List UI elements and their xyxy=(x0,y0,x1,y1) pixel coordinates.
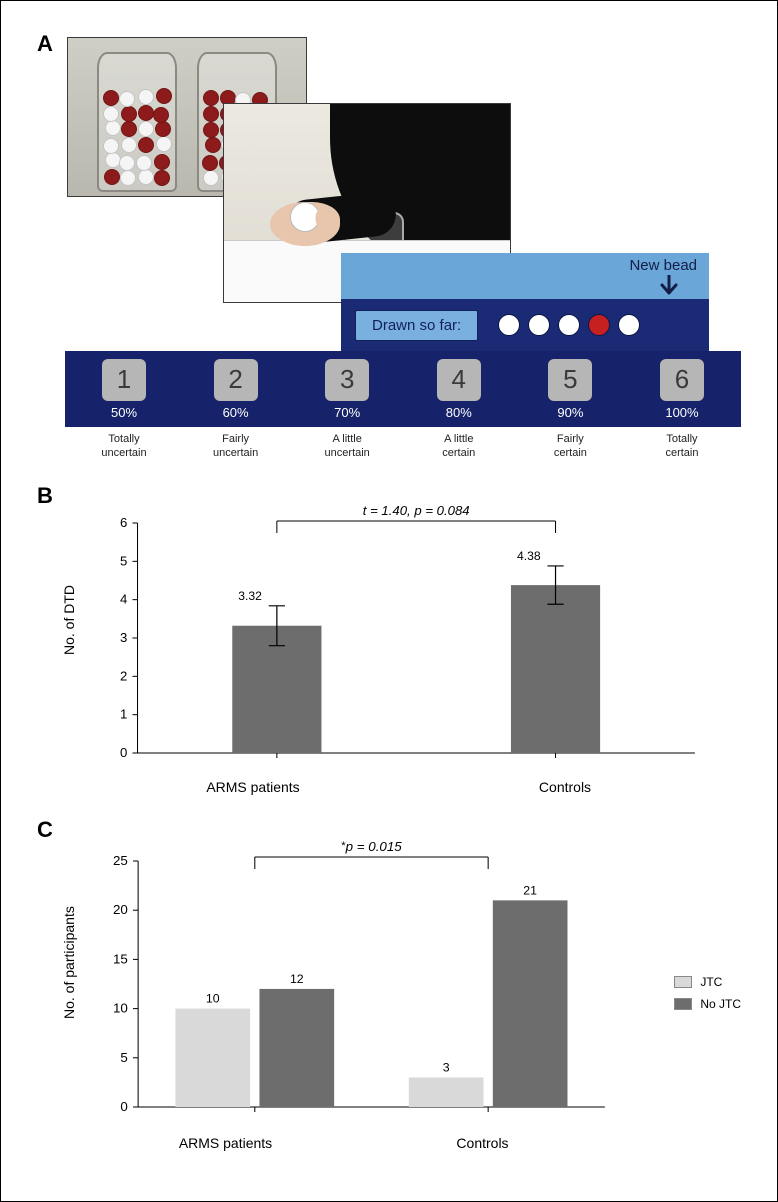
svg-text:21: 21 xyxy=(523,884,537,898)
xcat-b-1: Controls xyxy=(409,779,721,795)
chart-b: 0 1 2 3 4 5 6 3.32 4.38 t = 1.40, p = 0.084 xyxy=(97,493,705,773)
panel-b: B No. of DTD 0 1 2 3 4 5 6 3.32 4.38 t = 1.40, p … xyxy=(37,483,741,813)
svg-text:6: 6 xyxy=(120,515,127,530)
bead-row xyxy=(498,314,640,336)
svg-text:5: 5 xyxy=(120,553,127,568)
new-bead-row: New bead xyxy=(341,253,709,299)
scale-cell-5[interactable]: 6100% xyxy=(637,359,727,420)
scale-caption-2: A littleuncertain xyxy=(302,433,392,461)
bead-white xyxy=(528,314,550,336)
xcats-c: ARMS patients Controls xyxy=(97,1135,611,1151)
svg-text:0: 0 xyxy=(120,1099,127,1114)
panel-a: A New bead xyxy=(37,31,741,471)
svg-text:3.32: 3.32 xyxy=(238,589,262,603)
scale-caption-5: Totallycertain xyxy=(637,433,727,461)
panel-label-b: B xyxy=(37,483,53,509)
svg-text:3: 3 xyxy=(443,1061,450,1075)
svg-text:t = 1.40, p = 0.084: t = 1.40, p = 0.084 xyxy=(363,503,470,518)
svg-text:2: 2 xyxy=(120,668,127,683)
drawn-chip: Drawn so far: xyxy=(355,310,478,341)
ylabel-b: No. of DTD xyxy=(61,585,77,655)
svg-text:12: 12 xyxy=(290,972,304,986)
drawn-bar: Drawn so far: xyxy=(341,299,709,351)
scale-caption-1: Fairlyuncertain xyxy=(191,433,281,461)
scale-cell-4[interactable]: 590% xyxy=(525,359,615,420)
bead-white xyxy=(498,314,520,336)
ylabel-c: No. of participants xyxy=(61,906,77,1019)
xcat-b-0: ARMS patients xyxy=(97,779,409,795)
scale-cell-2[interactable]: 370% xyxy=(302,359,392,420)
scale-cell-3[interactable]: 480% xyxy=(414,359,504,420)
svg-text:10: 10 xyxy=(206,992,220,1006)
rating-scale: 150% 260% 370% 480% 590% 6100% Totallyuncerta… xyxy=(65,351,741,461)
figure-page: A New bead xyxy=(0,0,778,1202)
svg-text:4.38: 4.38 xyxy=(517,549,541,563)
svg-text:15: 15 xyxy=(113,952,128,967)
svg-text:5: 5 xyxy=(120,1050,127,1065)
legend-row-nojtc: No JTC xyxy=(674,997,741,1011)
swatch-nojtc xyxy=(674,998,692,1010)
legend-c: JTC No JTC xyxy=(674,967,741,1019)
legend-row-jtc: JTC xyxy=(674,975,741,989)
svg-text:20: 20 xyxy=(113,902,128,917)
panel-c: C No. of participants 0 5 10 15 20 25 10 12 3 21 *… xyxy=(37,817,741,1167)
xcat-c-0: ARMS patients xyxy=(97,1135,354,1151)
svg-text:3: 3 xyxy=(120,630,127,645)
svg-text:4: 4 xyxy=(120,592,127,607)
svg-text:25: 25 xyxy=(113,853,128,868)
arrow-down-icon xyxy=(659,275,679,297)
svg-text:10: 10 xyxy=(113,1001,128,1016)
xcats-b: ARMS patients Controls xyxy=(97,779,721,795)
bead-white xyxy=(558,314,580,336)
drawn-panel: New bead Drawn so far: xyxy=(341,253,709,351)
scale-caption-0: Totallyuncertain xyxy=(79,433,169,461)
svg-text:*p = 0.015: *p = 0.015 xyxy=(341,839,402,854)
bead-white xyxy=(618,314,640,336)
panel-label-a: A xyxy=(37,31,53,57)
scale-cell-0[interactable]: 150% xyxy=(79,359,169,420)
bead-red xyxy=(588,314,610,336)
jar-left xyxy=(97,52,177,192)
swatch-jtc xyxy=(674,976,692,988)
scale-caption-3: A littlecertain xyxy=(414,433,504,461)
scale-cell-1[interactable]: 260% xyxy=(191,359,281,420)
legend-label-nojtc: No JTC xyxy=(700,997,741,1011)
xcat-c-1: Controls xyxy=(354,1135,611,1151)
chart-c: 0 5 10 15 20 25 10 12 3 21 *p = 0.015 xyxy=(97,827,611,1127)
svg-text:1: 1 xyxy=(120,707,127,722)
panel-label-c: C xyxy=(37,817,53,843)
scale-caption-4: Fairlycertain xyxy=(525,433,615,461)
svg-text:0: 0 xyxy=(120,745,127,760)
new-bead-label: New bead xyxy=(629,257,697,274)
legend-label-jtc: JTC xyxy=(700,975,722,989)
